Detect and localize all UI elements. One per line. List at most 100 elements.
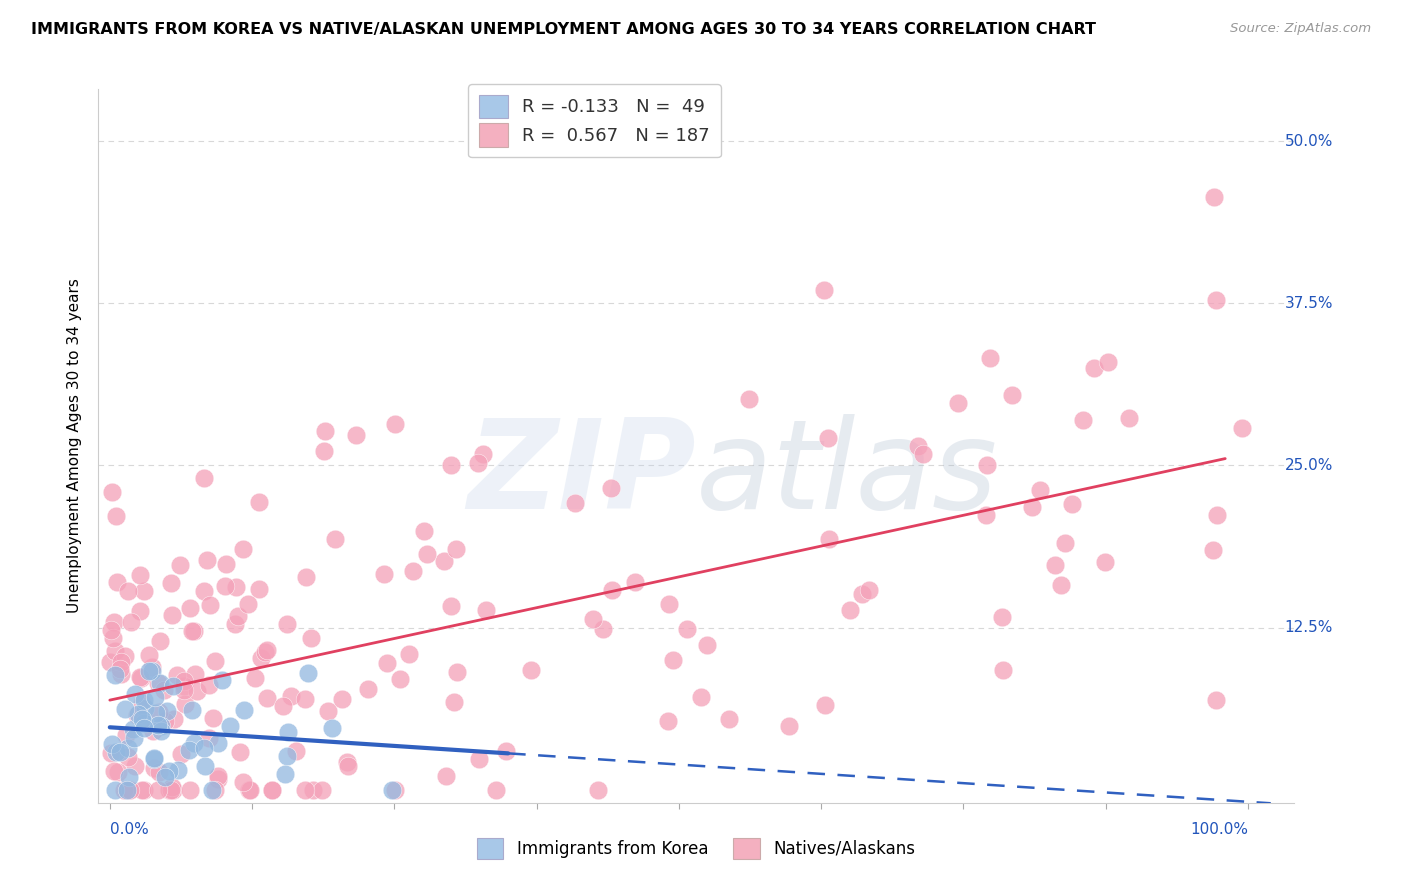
Point xyxy=(193,741,215,756)
Point xyxy=(912,447,935,461)
Point xyxy=(125,708,148,723)
Point xyxy=(238,782,260,797)
Point xyxy=(215,558,238,572)
Point xyxy=(183,624,205,639)
Point xyxy=(976,458,998,473)
Point xyxy=(173,673,195,688)
Point xyxy=(143,752,166,766)
Point xyxy=(166,763,188,777)
Point xyxy=(148,782,170,797)
Point xyxy=(160,608,183,623)
Point xyxy=(814,698,837,713)
Text: 50.0%: 50.0% xyxy=(1285,134,1333,149)
Point xyxy=(495,744,517,758)
Point xyxy=(142,724,165,739)
Point xyxy=(467,752,489,766)
Point xyxy=(179,601,201,615)
Point xyxy=(434,769,457,783)
Point xyxy=(103,764,125,778)
Point xyxy=(1230,421,1253,435)
Point xyxy=(1094,556,1116,570)
Point xyxy=(467,456,489,470)
Point xyxy=(115,782,138,797)
Point xyxy=(219,719,242,733)
Point xyxy=(384,417,406,431)
Point xyxy=(138,648,160,663)
Point xyxy=(373,567,395,582)
Point xyxy=(232,542,254,557)
Point xyxy=(778,718,800,732)
Point xyxy=(141,665,163,679)
Point xyxy=(162,679,184,693)
Point xyxy=(440,458,463,472)
Point xyxy=(384,782,406,797)
Point xyxy=(149,676,172,690)
Point xyxy=(233,703,256,717)
Point xyxy=(299,632,322,646)
Point xyxy=(150,724,173,739)
Point xyxy=(813,283,835,297)
Point xyxy=(127,706,149,721)
Point xyxy=(114,649,136,664)
Point xyxy=(174,698,197,712)
Point xyxy=(162,712,184,726)
Point xyxy=(402,565,425,579)
Point xyxy=(122,722,145,736)
Point xyxy=(207,736,229,750)
Point xyxy=(446,665,468,679)
Point xyxy=(180,703,202,717)
Point xyxy=(104,745,127,759)
Point xyxy=(276,749,298,764)
Point xyxy=(443,695,465,709)
Point xyxy=(294,691,316,706)
Point xyxy=(142,761,165,775)
Point xyxy=(148,764,170,779)
Point xyxy=(232,775,254,789)
Point xyxy=(323,533,346,547)
Point xyxy=(138,664,160,678)
Point xyxy=(256,643,278,657)
Point xyxy=(153,714,176,729)
Point xyxy=(249,651,271,665)
Point xyxy=(271,699,294,714)
Point xyxy=(316,704,339,718)
Point xyxy=(284,744,307,758)
Point xyxy=(101,631,124,645)
Point xyxy=(586,782,609,797)
Point xyxy=(295,570,318,584)
Point xyxy=(117,584,139,599)
Point xyxy=(145,706,167,720)
Point xyxy=(375,657,398,671)
Point xyxy=(1205,692,1227,706)
Point xyxy=(186,684,208,698)
Point xyxy=(256,691,278,706)
Point xyxy=(120,782,142,797)
Point xyxy=(177,743,200,757)
Point xyxy=(98,656,121,670)
Point xyxy=(475,602,498,616)
Point xyxy=(225,580,247,594)
Point xyxy=(166,668,188,682)
Point xyxy=(160,780,183,794)
Point xyxy=(170,747,193,761)
Text: atlas: atlas xyxy=(696,414,998,535)
Point xyxy=(851,586,873,600)
Point xyxy=(1060,497,1083,511)
Point xyxy=(115,782,138,797)
Text: 12.5%: 12.5% xyxy=(1285,620,1333,635)
Point xyxy=(118,782,141,797)
Point xyxy=(183,736,205,750)
Point xyxy=(134,715,156,730)
Point xyxy=(132,782,155,797)
Point xyxy=(388,672,411,686)
Point xyxy=(105,509,128,524)
Point xyxy=(124,687,146,701)
Point xyxy=(974,508,997,523)
Point xyxy=(198,731,221,745)
Point xyxy=(245,671,267,685)
Point xyxy=(1202,190,1225,204)
Point xyxy=(211,673,233,687)
Point xyxy=(676,622,699,636)
Point xyxy=(120,615,142,629)
Point xyxy=(156,704,179,718)
